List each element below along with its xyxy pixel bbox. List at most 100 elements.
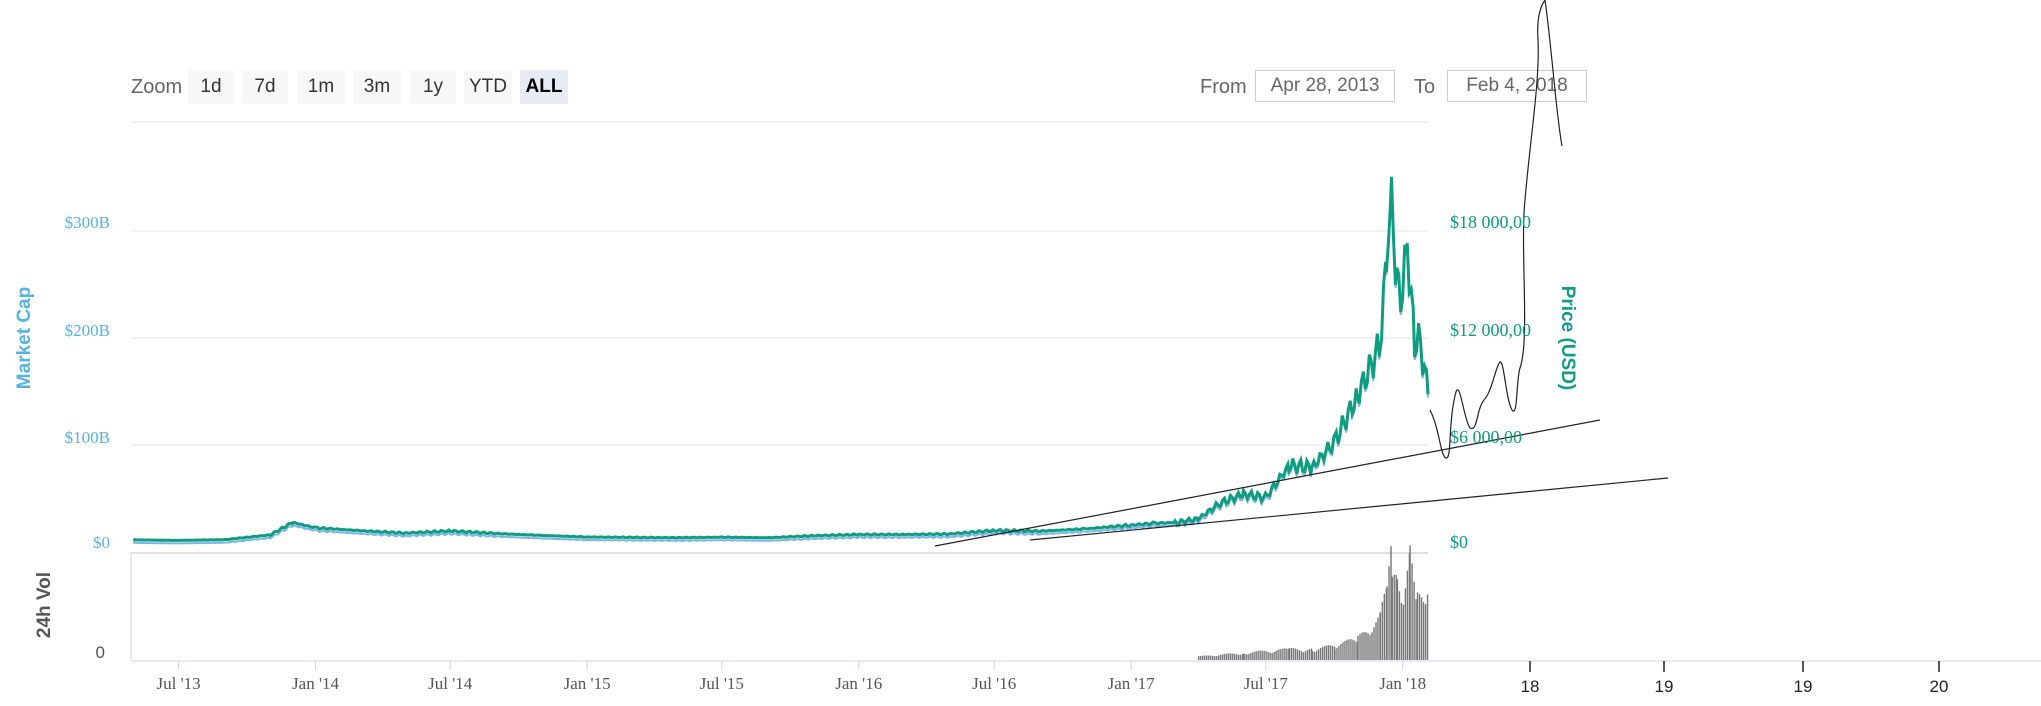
volume-bar bbox=[1388, 566, 1390, 660]
volume-bar bbox=[1418, 594, 1421, 660]
volume-bar bbox=[1281, 648, 1283, 660]
volume-bar bbox=[1395, 575, 1397, 660]
price-tick: $0 bbox=[1450, 532, 1468, 552]
annotation-tick-label: 18 bbox=[1521, 677, 1540, 696]
volume-bar bbox=[1218, 655, 1220, 660]
market-cap-tick: $300B bbox=[65, 213, 110, 232]
volume-bar bbox=[1294, 648, 1297, 660]
volume-bar bbox=[1269, 652, 1271, 660]
zoom-1d-button[interactable]: 1d bbox=[188, 70, 234, 104]
volume-bar bbox=[1375, 622, 1377, 660]
x-tick-label: Jan '18 bbox=[1379, 674, 1426, 693]
volume-bar bbox=[1304, 651, 1307, 660]
volume-bar bbox=[1261, 650, 1263, 660]
volume-bar bbox=[1379, 612, 1382, 660]
volume-bar bbox=[1426, 594, 1429, 660]
volume-bar bbox=[1243, 653, 1245, 660]
zoom-1m-button[interactable]: 1m bbox=[297, 70, 345, 104]
price-tick: $12 000,00 bbox=[1450, 320, 1531, 340]
x-tick-label: Jan '14 bbox=[292, 674, 339, 693]
x-tick-label: Jul '15 bbox=[700, 674, 744, 693]
zoom-all-button[interactable]: ALL bbox=[520, 70, 568, 104]
volume-bar bbox=[1334, 649, 1336, 660]
volume-bar bbox=[1365, 632, 1367, 660]
volume-bar bbox=[1420, 597, 1423, 660]
volume-bar bbox=[1422, 601, 1425, 660]
volume-bar bbox=[1329, 645, 1332, 660]
annotation-tick-label: 19 bbox=[1794, 677, 1813, 696]
volume-bar bbox=[1357, 636, 1359, 660]
volume-bar bbox=[1204, 655, 1206, 660]
volume-bar bbox=[1308, 649, 1311, 660]
volume-bar bbox=[1315, 650, 1318, 660]
from-date-input[interactable] bbox=[1255, 70, 1395, 102]
volume-bar bbox=[1271, 652, 1273, 660]
volume-tick: 0 bbox=[96, 643, 105, 662]
volume-bar bbox=[1292, 648, 1295, 660]
volume-bar bbox=[1398, 591, 1401, 660]
volume-bar bbox=[1319, 648, 1322, 660]
volume-bar bbox=[1236, 654, 1238, 660]
volume-bar bbox=[1321, 646, 1324, 660]
volume-bar bbox=[1346, 639, 1348, 660]
volume-bar bbox=[1257, 650, 1259, 660]
volume-bar bbox=[1413, 581, 1415, 660]
volume-bar bbox=[1226, 653, 1228, 660]
volume-bar bbox=[1369, 634, 1371, 660]
volume-bar bbox=[1400, 602, 1403, 660]
volume-bar bbox=[1415, 599, 1417, 660]
volume-bar bbox=[1359, 634, 1361, 660]
volume-bar bbox=[1277, 649, 1279, 660]
to-date-input[interactable] bbox=[1447, 70, 1587, 102]
volume-axis-title: 24h Vol bbox=[34, 572, 55, 638]
zoom-1y-button[interactable]: 1y bbox=[410, 70, 456, 104]
volume-bar bbox=[1255, 651, 1257, 660]
volume-bar bbox=[1396, 579, 1399, 660]
volume-bar bbox=[1259, 650, 1261, 660]
volume-bar bbox=[1298, 650, 1301, 660]
volume-bar bbox=[1340, 643, 1342, 660]
volume-bar bbox=[1361, 632, 1363, 660]
volume-bar bbox=[1279, 649, 1281, 660]
volume-bar bbox=[1390, 546, 1392, 660]
volume-bar bbox=[1245, 654, 1247, 660]
volume-bar bbox=[1216, 656, 1218, 660]
volume-bar bbox=[1310, 648, 1313, 660]
volume-bar bbox=[1391, 576, 1393, 660]
drawn-forecast-curve bbox=[1429, 0, 1563, 459]
volume-bar bbox=[1283, 648, 1285, 660]
zoom-ytd-button[interactable]: YTD bbox=[464, 70, 512, 104]
x-tick-label: Jul '13 bbox=[157, 674, 201, 693]
from-label: From bbox=[1200, 76, 1247, 98]
volume-bar bbox=[1344, 640, 1346, 660]
volume-bar bbox=[1371, 632, 1373, 660]
volume-bar bbox=[1302, 652, 1305, 660]
volume-bar bbox=[1290, 648, 1293, 660]
volume-bar bbox=[1288, 648, 1291, 660]
volume-bar bbox=[1275, 650, 1277, 660]
volume-bar bbox=[1234, 653, 1236, 660]
volume-bar bbox=[1300, 651, 1303, 660]
volume-bar bbox=[1323, 646, 1326, 660]
x-tick-label: Jan '16 bbox=[835, 674, 882, 693]
volume-bar bbox=[1411, 563, 1413, 660]
x-tick-label: Jul '14 bbox=[428, 674, 473, 693]
volume-bar bbox=[1253, 651, 1255, 660]
volume-bar bbox=[1342, 642, 1344, 660]
volume-bar bbox=[1273, 651, 1275, 660]
zoom-7d-button[interactable]: 7d bbox=[242, 70, 288, 104]
market-cap-tick: $100B bbox=[65, 428, 110, 447]
zoom-3m-button[interactable]: 3m bbox=[353, 70, 401, 104]
volume-bar bbox=[1327, 645, 1330, 660]
volume-bar bbox=[1386, 586, 1388, 660]
x-tick-label: Jul '17 bbox=[1244, 674, 1289, 693]
volume-bar bbox=[1363, 632, 1365, 660]
x-tick-label: Jul '16 bbox=[972, 674, 1016, 693]
volume-bar bbox=[1210, 655, 1212, 660]
volume-bar bbox=[1404, 588, 1407, 660]
volume-bar bbox=[1212, 655, 1214, 660]
volume-bar bbox=[1265, 651, 1267, 660]
volume-bar bbox=[1409, 545, 1411, 660]
